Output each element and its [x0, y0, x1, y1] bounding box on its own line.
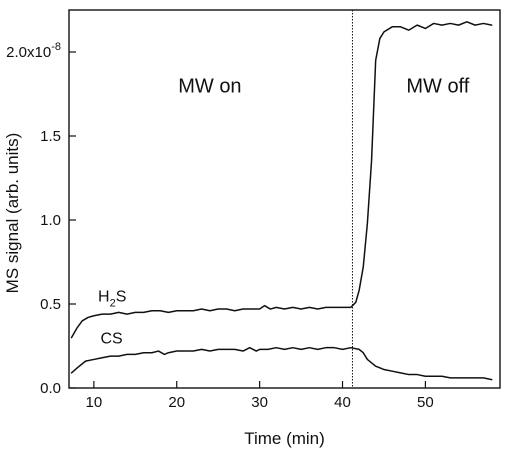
cs-series-label: CS: [100, 331, 122, 348]
cs-series-line: [70, 346, 493, 381]
y-axis-title: MS signal (arb. units): [3, 133, 22, 294]
y-tick-label: 0.0: [40, 380, 61, 397]
x-tick-label: 50: [417, 394, 434, 411]
plot-frame: [68, 9, 501, 389]
x-tick-label: 40: [334, 394, 351, 411]
mw-on-label: MW on: [178, 76, 241, 98]
h2s-series-line: [70, 21, 493, 339]
y-tick-label: 1.0: [40, 212, 61, 229]
mw-off-label: MW off: [406, 76, 469, 98]
h2s-series-label: H2S: [98, 289, 126, 310]
plot-area: 10 20 30 40 50 0.0 0.5 1.0 1.5 2.0x10-8 Time (min)…: [3, 9, 501, 448]
x-axis-title: Time (min): [244, 429, 325, 448]
y-tick-label: 0.5: [40, 296, 61, 313]
x-tick-label: 20: [168, 394, 185, 411]
x-tick-label: 10: [86, 394, 103, 411]
y-tick-label: 1.5: [40, 128, 61, 145]
y-tick-label: 2.0x10-8: [6, 41, 61, 61]
x-tick-label: 30: [251, 394, 268, 411]
